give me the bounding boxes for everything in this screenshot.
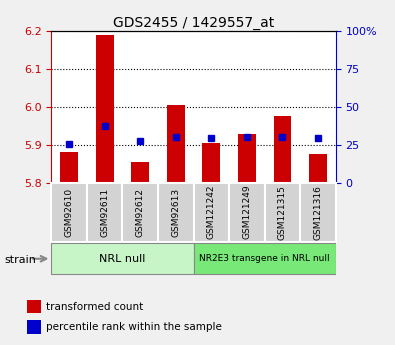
Text: GSM92613: GSM92613 (171, 188, 180, 237)
FancyBboxPatch shape (87, 183, 122, 242)
Bar (202, 143, 220, 183)
FancyBboxPatch shape (194, 243, 336, 274)
FancyBboxPatch shape (300, 183, 336, 242)
Bar (96, 35, 114, 183)
Bar (274, 117, 292, 183)
Text: NRL null: NRL null (99, 254, 146, 264)
FancyBboxPatch shape (229, 183, 265, 242)
FancyBboxPatch shape (51, 183, 87, 242)
Bar (60, 152, 78, 183)
Text: GSM92610: GSM92610 (65, 188, 73, 237)
FancyBboxPatch shape (265, 183, 300, 242)
Text: transformed count: transformed count (47, 302, 144, 312)
Bar (27, 320, 41, 334)
FancyBboxPatch shape (158, 183, 194, 242)
Text: GSM121242: GSM121242 (207, 185, 216, 239)
FancyBboxPatch shape (51, 243, 194, 274)
Title: GDS2455 / 1429557_at: GDS2455 / 1429557_at (113, 16, 274, 30)
Text: GSM121249: GSM121249 (243, 185, 251, 239)
Bar (27, 300, 41, 313)
Text: percentile rank within the sample: percentile rank within the sample (47, 322, 222, 332)
Bar (309, 154, 327, 183)
FancyBboxPatch shape (122, 183, 158, 242)
Text: GSM92611: GSM92611 (100, 188, 109, 237)
Bar (167, 105, 184, 183)
Text: GSM121316: GSM121316 (314, 185, 322, 240)
Text: strain: strain (4, 256, 36, 265)
Bar (238, 134, 256, 183)
Text: GSM121315: GSM121315 (278, 185, 287, 240)
Text: GSM92612: GSM92612 (136, 188, 145, 237)
Text: NR2E3 transgene in NRL null: NR2E3 transgene in NRL null (199, 254, 330, 263)
Bar (131, 162, 149, 183)
FancyBboxPatch shape (194, 183, 229, 242)
